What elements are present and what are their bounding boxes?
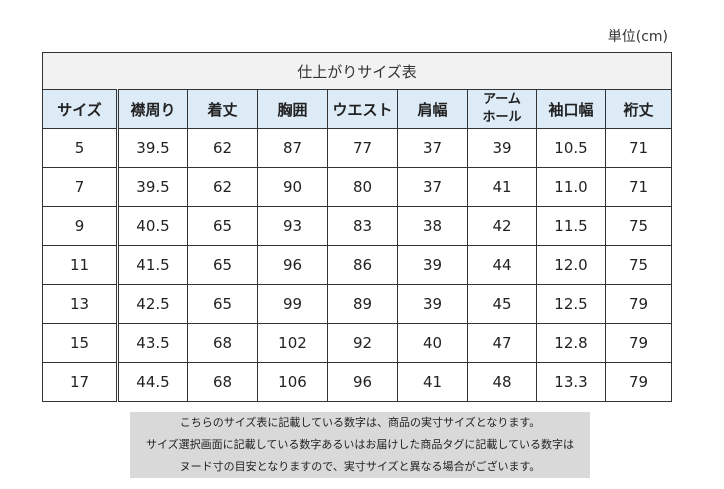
table-cell: 7 [42,167,119,207]
table-cell: 39.5 [117,167,188,207]
table-row: 17 44.5 68 106 96 41 48 13.3 79 [42,362,673,402]
table-cell: 13 [42,284,119,324]
table-cell: 12.8 [536,323,606,363]
table-cell: 80 [327,167,398,207]
table-cell: 41 [397,362,468,402]
table-cell: 77 [327,128,398,168]
table-row: 5 39.5 62 87 77 37 39 10.5 71 [42,128,673,168]
table-row: 11 41.5 65 96 86 39 44 12.0 75 [42,245,673,285]
table-cell: 37 [397,167,468,207]
table-cell: 39 [397,284,468,324]
table-cell: 75 [604,206,673,246]
table-cell: 68 [187,362,258,402]
table-cell: 39.5 [117,128,188,168]
table-cell: 11.0 [536,167,606,207]
table-cell: 89 [327,284,398,324]
column-header: 着丈 [187,89,258,129]
column-header: 袖口幅 [536,89,606,129]
table-cell: 15 [42,323,119,363]
table-cell: 39 [467,128,537,168]
table-row: 15 43.5 68 102 92 40 47 12.8 79 [42,323,673,363]
column-header: アーム ホール [467,89,537,129]
table-cell: 9 [42,206,119,246]
table-cell: 17 [42,362,119,402]
table-cell: 41.5 [117,245,188,285]
table-cell: 10.5 [536,128,606,168]
table-cell: 71 [604,167,673,207]
table-cell: 65 [187,206,258,246]
table-cell: 45 [467,284,537,324]
table-cell: 11.5 [536,206,606,246]
table-cell: 68 [187,323,258,363]
table-cell: 93 [257,206,328,246]
size-note: こちらのサイズ表に記載している数字は、商品の実寸サイズとなります。 サイズ選択画… [130,412,590,478]
table-cell: 39 [397,245,468,285]
table-cell: 65 [187,245,258,285]
note-line: こちらのサイズ表に記載している数字は、商品の実寸サイズとなります。 [179,416,541,429]
table-row: 9 40.5 65 93 83 38 42 11.5 75 [42,206,673,246]
unit-label: 単位(cm) [607,29,668,45]
table-cell: 47 [467,323,537,363]
table-cell: 92 [327,323,398,363]
table-cell: 79 [604,284,673,324]
table-cell: 5 [42,128,119,168]
table-cell: 102 [257,323,328,363]
table-cell: 41 [467,167,537,207]
note-line: サイズ選択画面に記載している数字あるいはお届けした商品タグに記載している数字は [145,438,574,451]
table-cell: 44.5 [117,362,188,402]
table-cell: 83 [327,206,398,246]
table-cell: 11 [42,245,119,285]
table-cell: 79 [604,323,673,363]
table-cell: 71 [604,128,673,168]
table-row: 7 39.5 62 90 80 37 41 11.0 71 [42,167,673,207]
table-cell: 90 [257,167,328,207]
table-cell: 87 [257,128,328,168]
table-row: 13 42.5 65 99 89 39 45 12.5 79 [42,284,673,324]
table-cell: 96 [327,362,398,402]
table-cell: 65 [187,284,258,324]
table-cell: 62 [187,167,258,207]
column-header: 胸囲 [257,89,328,129]
table-title: 仕上がりサイズ表 [41,52,673,90]
column-header: 裄丈 [604,89,673,129]
table-cell: 42.5 [117,284,188,324]
table-cell: 37 [397,128,468,168]
table-cell: 38 [397,206,468,246]
table-cell: 106 [257,362,328,402]
table-cell: 13.3 [536,362,606,402]
table-cell: 75 [604,245,673,285]
table-cell: 48 [467,362,537,402]
column-header: 襟周り [117,89,188,129]
table-cell: 40 [397,323,468,363]
table-cell: 44 [467,245,537,285]
table-cell: 79 [604,362,673,402]
note-line: ヌード寸の目安となりますので、実寸サイズと異なる場合がございます。 [179,460,541,473]
table-cell: 99 [257,284,328,324]
table-cell: 62 [187,128,258,168]
table-cell: 86 [327,245,398,285]
table-cell: 43.5 [117,323,188,363]
column-header: ウエスト [327,89,398,129]
table-cell: 96 [257,245,328,285]
column-header: サイズ [42,89,119,129]
table-cell: 42 [467,206,537,246]
table-cell: 40.5 [117,206,188,246]
column-header: 肩幅 [397,89,468,129]
table-cell: 12.5 [536,284,606,324]
table-cell: 12.0 [536,245,606,285]
